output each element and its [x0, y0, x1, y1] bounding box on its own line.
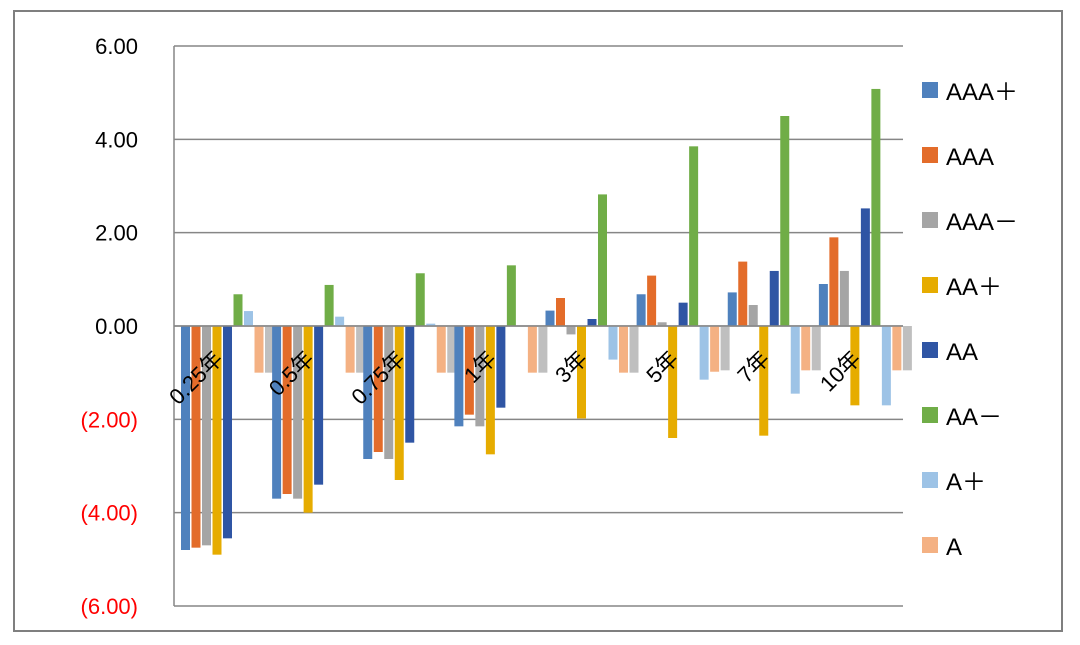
bar-AA [860, 208, 870, 326]
bar-AA－ [233, 294, 243, 326]
legend-swatch [922, 407, 938, 423]
y-tick-label: 4.00 [95, 127, 138, 152]
legend-swatch [922, 212, 938, 228]
bar-AA＋ [394, 326, 404, 480]
y-tick-label: (6.00) [81, 594, 138, 619]
legend-swatch [922, 472, 938, 488]
bar-AA＋ [212, 326, 222, 555]
bar-AA－ [780, 116, 790, 326]
bar-extra [629, 326, 639, 373]
bar-AAA＋ [454, 326, 464, 427]
bar-AAA＋ [727, 292, 737, 326]
bar-AA－ [689, 146, 699, 326]
bar-AAA－ [748, 305, 758, 326]
bar-AAA－ [657, 322, 667, 326]
legend-swatch [922, 537, 938, 553]
legend-swatch [922, 147, 938, 163]
bar-extra [538, 326, 548, 373]
bar-AA [587, 319, 597, 326]
bar-AA＋ [577, 326, 586, 419]
legend-swatch [922, 277, 938, 293]
bar-AA＋ [668, 326, 678, 438]
bar-AAA－ [202, 326, 211, 546]
bar-AAA [191, 326, 201, 548]
bar-A＋ [608, 326, 618, 360]
bar-AA－ [871, 88, 881, 326]
bar-AAA－ [293, 326, 303, 499]
bar-A [710, 326, 720, 372]
bar-AA [678, 302, 688, 326]
bar-AAA [373, 326, 383, 452]
bar-AAA＋ [818, 284, 828, 326]
bar-AAA＋ [181, 326, 190, 550]
bar-AAA [282, 326, 292, 494]
bar-AA [496, 326, 506, 408]
bar-extra [811, 326, 821, 371]
bar-AA [769, 270, 779, 326]
legend-label: AA [946, 339, 978, 366]
bar-AA＋ [759, 326, 769, 436]
bar-AA [405, 326, 415, 443]
legend-swatch [922, 342, 938, 358]
bar-AAA [738, 261, 748, 326]
legend-label: A [946, 534, 962, 561]
legend-label: A＋ [946, 469, 986, 496]
bar-extra [902, 326, 912, 371]
bar-AAA [829, 237, 839, 326]
bar-A＋ [790, 326, 800, 394]
bar-AA－ [506, 265, 516, 326]
bar-AA－ [324, 284, 334, 326]
bar-AAA－ [475, 326, 485, 427]
bar-AA [314, 326, 324, 485]
bar-A＋ [699, 326, 709, 380]
y-tick-label: (2.00) [81, 407, 138, 432]
bar-A [345, 326, 355, 373]
bar-AAA－ [566, 326, 576, 335]
bar-A＋ [335, 316, 345, 326]
bar-extra [720, 326, 730, 371]
legend-label: AA－ [946, 404, 1002, 431]
bar-AA＋ [303, 326, 313, 513]
legend-label: AAA－ [946, 209, 1018, 236]
bar-AA－ [598, 194, 607, 326]
bar-AAA [647, 275, 657, 326]
bar-AAA＋ [636, 294, 646, 326]
bar-A [801, 326, 811, 371]
bar-A [436, 326, 446, 373]
bar-extra [447, 326, 457, 373]
legend-label: AA＋ [946, 274, 1002, 301]
bar-A [527, 326, 537, 373]
bar-AAA－ [384, 326, 394, 459]
bar-AA＋ [485, 326, 495, 455]
legend-label: AAA＋ [946, 79, 1018, 106]
bar-A [254, 326, 264, 373]
bar-A＋ [881, 326, 891, 406]
bar-AA [223, 326, 232, 539]
bar-A＋ [426, 323, 436, 326]
bar-AAA－ [839, 270, 849, 326]
bar-AAA [556, 298, 565, 326]
y-tick-label: 2.00 [95, 221, 138, 246]
bar-AA＋ [850, 326, 860, 406]
bar-extra [265, 326, 274, 373]
bar-AAA [464, 326, 474, 415]
y-tick-label: 6.00 [95, 34, 138, 59]
bar-AAA＋ [272, 326, 282, 499]
bar-A [892, 326, 902, 371]
bar-A＋ [244, 311, 253, 326]
legend-swatch [922, 82, 938, 98]
bar-AA－ [415, 273, 425, 326]
legend-label: AAA [946, 144, 994, 171]
bar-extra [356, 326, 366, 373]
y-tick-label: 0.00 [95, 314, 138, 339]
bar-AAA＋ [545, 310, 555, 326]
bar-A [619, 326, 628, 373]
y-tick-label: (4.00) [81, 501, 138, 526]
bar-AAA＋ [363, 326, 373, 459]
